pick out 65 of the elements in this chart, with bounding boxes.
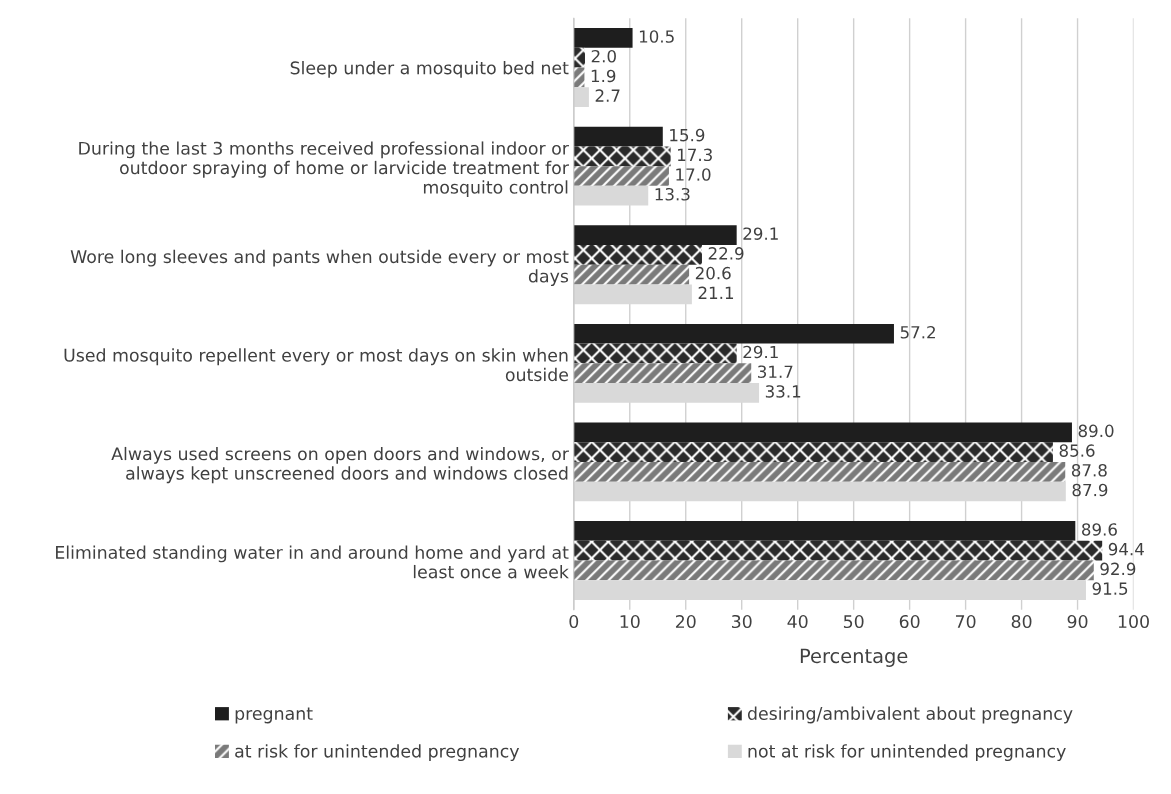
legend-label: pregnant [235, 707, 313, 724]
data-label: 87.8 [1071, 464, 1107, 477]
data-label: 89.0 [1078, 424, 1114, 438]
data-label: 92.9 [1100, 562, 1136, 576]
data-label: 17.3 [678, 148, 712, 162]
data-label: 1.9 [591, 69, 616, 83]
bar [573, 560, 1094, 581]
x-tick-label: 60 [899, 614, 920, 629]
data-label: 2.0 [591, 49, 616, 63]
y-tick-label: Wore long sleeves and pants when outside every or most days [70, 249, 569, 286]
x-tick-label: 30 [731, 614, 752, 629]
x-tick-label: 70 [955, 614, 976, 629]
bar [573, 126, 663, 147]
bar [573, 28, 633, 48]
data-label: 13.3 [655, 187, 690, 201]
bar [573, 323, 894, 344]
data-label: 94.4 [1108, 542, 1144, 556]
data-label: 29.1 [743, 345, 778, 359]
bar [573, 521, 1076, 541]
x-tick-label: 20 [675, 614, 696, 629]
bar [573, 264, 690, 285]
y-tick-label: Used mosquito repellent every or most days on skin when outside [64, 348, 568, 382]
bar [573, 540, 1103, 561]
bar [573, 47, 585, 68]
x-tick-label: 50 [843, 614, 864, 629]
y-tick-label: Sleep under a mosquito bed net [290, 60, 569, 78]
data-label: 57.2 [900, 325, 935, 339]
data-label: 22.9 [708, 247, 744, 260]
data-label: 10.5 [639, 30, 674, 43]
bar [573, 225, 737, 246]
data-label: 85.6 [1059, 444, 1095, 457]
bar [573, 67, 585, 88]
x-tick-label: 40 [787, 614, 808, 629]
data-label: 91.5 [1092, 582, 1128, 595]
data-label: 21.1 [698, 286, 734, 299]
legend-label: not at risk for unintended pregnancy [748, 744, 1066, 762]
bar [573, 343, 737, 364]
x-tick-label: 80 [1011, 614, 1032, 629]
x-tick-label: 90 [1067, 614, 1088, 629]
data-label: 29.1 [743, 227, 778, 240]
data-label: 15.9 [670, 128, 705, 142]
data-label: 89.6 [1082, 523, 1117, 536]
bar [573, 87, 589, 107]
bar [573, 363, 752, 384]
bar [573, 146, 671, 167]
bar [573, 166, 669, 186]
legend-label: desiring/ambivalent about pregnancy [747, 706, 1073, 724]
y-tick-label: During the last 3 months received professional indoor or outdoor spraying of home or larvicide treatment for mosquito control [79, 141, 569, 198]
x-tick-label: 10 [620, 614, 640, 629]
bar [573, 422, 1072, 443]
legend-label: at risk for unintended pregnancy [235, 744, 520, 762]
data-label: 31.7 [758, 365, 793, 379]
data-label: 2.7 [595, 89, 620, 102]
y-tick-label: Eliminated standing water in and around home and yard at least once a week [56, 545, 569, 579]
data-label: 17.0 [676, 168, 711, 181]
y-tick-label: Always used screens on open doors and windows, or always kept unscreened doors and windows closed [111, 446, 569, 484]
bar [573, 461, 1066, 482]
x-tick-label: 100 [1118, 614, 1149, 629]
data-label: 33.1 [765, 385, 801, 398]
bar [573, 442, 1053, 462]
x-tick-label: 0 [569, 614, 579, 629]
data-label: 87.9 [1072, 483, 1108, 497]
bar [573, 245, 702, 265]
x-axis-title: Percentage [800, 648, 908, 667]
data-label: 20.6 [695, 266, 731, 280]
